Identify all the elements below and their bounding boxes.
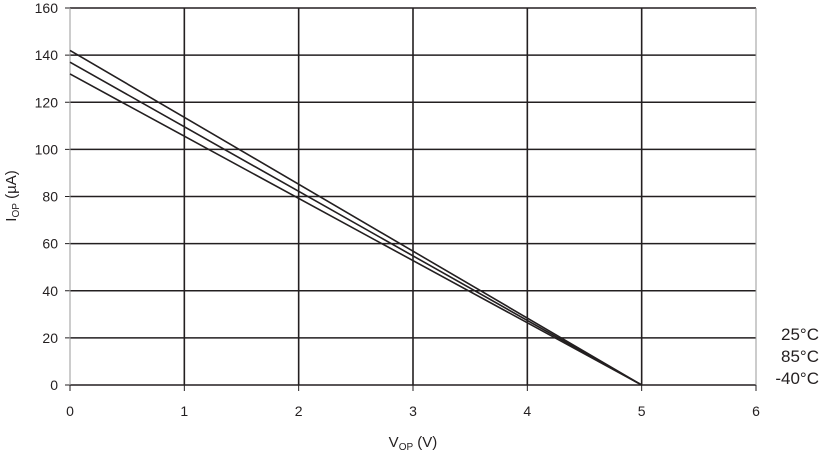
legend-label-25c: 25°C — [781, 325, 819, 344]
x-tick-label: 4 — [523, 403, 531, 419]
series-line-0 — [69, 49, 643, 386]
x-tick-labels: 0 1 2 3 4 5 6 — [66, 403, 760, 419]
x-tick-label: 2 — [295, 403, 303, 419]
legend-label-85c: 85°C — [781, 347, 819, 366]
y-tick-label: 140 — [35, 47, 59, 63]
y-axis-title: IOP (µA) — [3, 170, 22, 221]
legend-label-minus40c: -40°C — [775, 369, 819, 388]
y-tick-label: 80 — [42, 189, 58, 205]
x-tick-label: 0 — [66, 403, 74, 419]
series-line-2 — [69, 73, 643, 386]
x-tick-label: 5 — [638, 403, 646, 419]
grid — [65, 7, 757, 391]
x-tick-label: 6 — [752, 403, 760, 419]
y-tick-label: 40 — [42, 283, 58, 299]
legend: 25°C 85°C -40°C — [775, 325, 819, 388]
x-tick-label: 1 — [180, 403, 188, 419]
y-tick-label: 120 — [35, 94, 59, 110]
y-tick-label: 60 — [42, 236, 58, 252]
y-tick-label: 160 — [35, 0, 59, 16]
y-tick-label: 20 — [42, 330, 58, 346]
series-line-1 — [69, 61, 643, 386]
series-lines — [69, 49, 643, 386]
y-tick-label: 0 — [50, 377, 58, 393]
x-tick-label: 3 — [409, 403, 417, 419]
y-tick-label: 100 — [35, 141, 59, 157]
y-tick-labels: 0 20 40 60 80 100 120 140 160 — [35, 0, 59, 393]
x-axis-title: VOP (V) — [389, 434, 438, 453]
